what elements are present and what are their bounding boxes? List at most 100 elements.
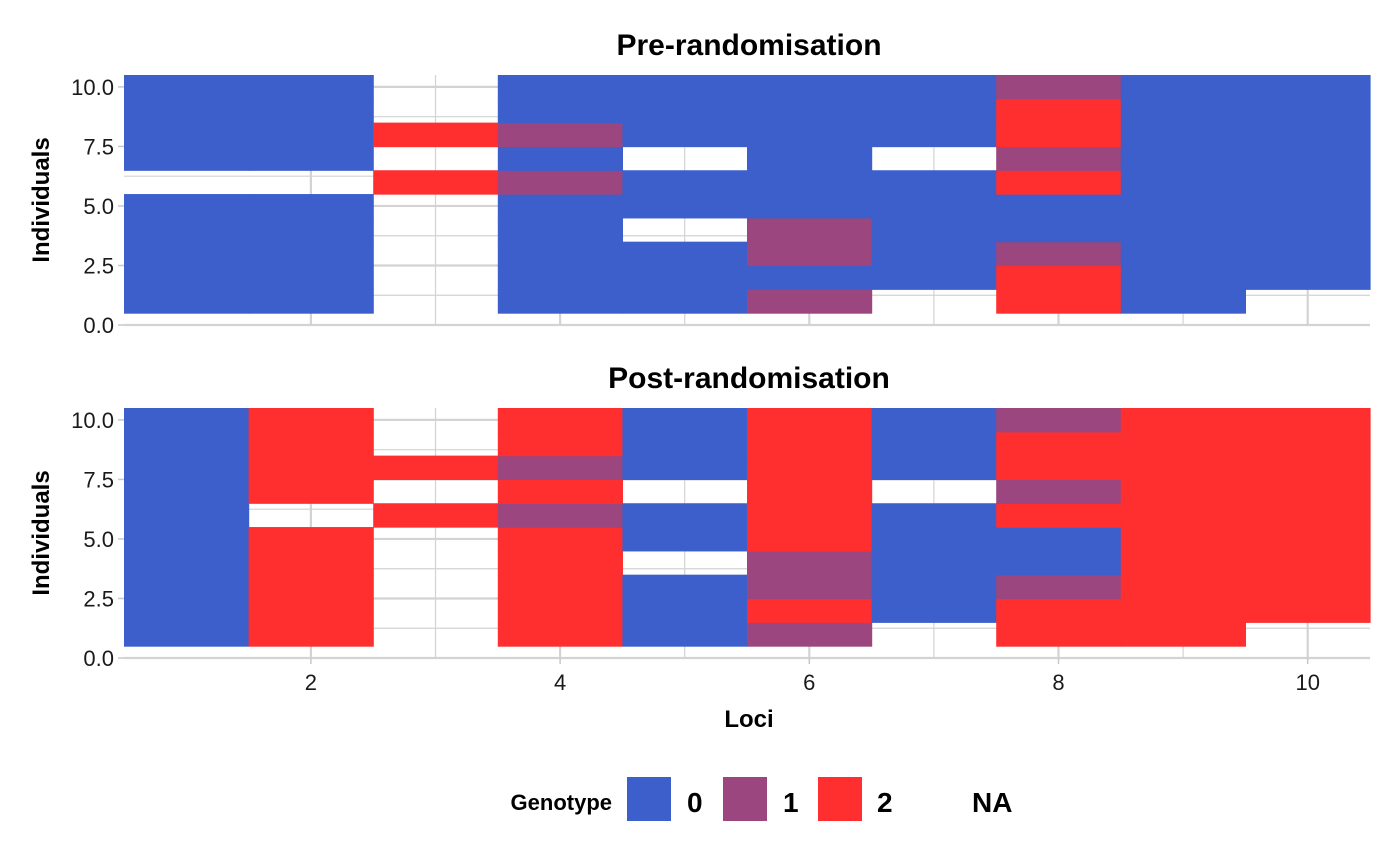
tile-locus-3-ind-8 xyxy=(373,455,499,481)
tile-locus-7-ind-4 xyxy=(871,217,997,243)
tile-locus-10-ind-6 xyxy=(1245,503,1371,528)
tile-locus-4-ind-3 xyxy=(497,574,623,600)
tiles xyxy=(124,75,1371,314)
tile-locus-8-ind-9 xyxy=(996,98,1122,124)
y-axis-title: Individuals xyxy=(28,470,55,595)
tile-locus-8-ind-7 xyxy=(996,479,1122,504)
x-tick-label: 4 xyxy=(554,670,566,695)
tile-locus-6-ind-3 xyxy=(747,574,873,600)
tile-locus-8-ind-4 xyxy=(996,550,1122,576)
tile-locus-10-ind-8 xyxy=(1245,455,1371,481)
tile-locus-4-ind-9 xyxy=(497,98,623,124)
tile-locus-2-ind-3 xyxy=(248,241,374,267)
tile-locus-10-ind-4 xyxy=(1245,550,1371,576)
tile-locus-5-ind-2 xyxy=(622,598,748,623)
tile-locus-1-ind-5 xyxy=(124,527,250,552)
tile-locus-7-ind-2 xyxy=(871,598,997,623)
y-tick-label: 7.5 xyxy=(83,467,114,492)
legend-swatch-1 xyxy=(723,777,767,821)
tile-locus-7-ind-8 xyxy=(871,455,997,481)
tile-locus-7-ind-3 xyxy=(871,574,997,600)
tile-locus-4-ind-9 xyxy=(497,431,623,457)
legend-title: Genotype xyxy=(511,790,612,815)
tile-locus-2-ind-9 xyxy=(248,98,374,124)
tile-locus-4-ind-8 xyxy=(497,455,623,481)
x-tick-label: 6 xyxy=(803,670,815,695)
tile-locus-2-ind-7 xyxy=(248,146,374,171)
y-tick-label: 2.5 xyxy=(83,586,114,611)
tile-locus-10-ind-5 xyxy=(1245,194,1371,219)
tile-locus-7-ind-5 xyxy=(871,194,997,219)
tile-locus-5-ind-3 xyxy=(622,241,748,267)
tile-locus-2-ind-10 xyxy=(248,408,374,433)
tile-locus-6-ind-9 xyxy=(747,98,873,124)
x-tick-label: 10 xyxy=(1295,670,1319,695)
tile-locus-1-ind-7 xyxy=(124,479,250,504)
tile-locus-1-ind-1 xyxy=(124,289,250,314)
tile-locus-1-ind-1 xyxy=(124,622,250,647)
tile-locus-7-ind-5 xyxy=(871,527,997,552)
tile-locus-3-ind-6 xyxy=(373,170,499,195)
tile-locus-4-ind-8 xyxy=(497,122,623,148)
tile-locus-8-ind-6 xyxy=(996,503,1122,528)
legend-label-0: 0 xyxy=(687,787,703,818)
tile-locus-2-ind-5 xyxy=(248,527,374,552)
tile-locus-9-ind-10 xyxy=(1120,408,1246,433)
tile-locus-7-ind-10 xyxy=(871,75,997,100)
tile-locus-10-ind-10 xyxy=(1245,408,1371,433)
tile-locus-6-ind-1 xyxy=(747,622,873,647)
tile-locus-10-ind-9 xyxy=(1245,98,1371,124)
tile-locus-1-ind-5 xyxy=(124,194,250,219)
tile-locus-2-ind-5 xyxy=(248,194,374,219)
tile-locus-9-ind-6 xyxy=(1120,503,1246,528)
tile-locus-4-ind-10 xyxy=(497,408,623,433)
tile-locus-4-ind-5 xyxy=(497,194,623,219)
tile-locus-6-ind-5 xyxy=(747,194,873,219)
tile-locus-1-ind-10 xyxy=(124,408,250,433)
tile-locus-6-ind-4 xyxy=(747,217,873,243)
tile-locus-4-ind-4 xyxy=(497,217,623,243)
tile-locus-8-ind-10 xyxy=(996,408,1122,433)
tile-locus-2-ind-4 xyxy=(248,550,374,576)
tile-locus-1-ind-8 xyxy=(124,455,250,481)
panels: Pre-randomisation 0.0 2.5 5.0 7.5 10.0 Individ… xyxy=(28,29,1371,695)
legend-swatch-2 xyxy=(818,777,862,821)
tile-locus-9-ind-8 xyxy=(1120,455,1246,481)
tile-locus-4-ind-2 xyxy=(497,265,623,290)
tile-locus-7-ind-6 xyxy=(871,503,997,528)
tile-locus-2-ind-1 xyxy=(248,622,374,647)
tile-locus-9-ind-7 xyxy=(1120,146,1246,171)
tile-locus-2-ind-4 xyxy=(248,217,374,243)
tile-locus-1-ind-3 xyxy=(124,241,250,267)
tile-locus-4-ind-6 xyxy=(497,170,623,195)
tile-locus-8-ind-8 xyxy=(996,122,1122,148)
tile-locus-10-ind-7 xyxy=(1245,479,1371,504)
tile-locus-8-ind-2 xyxy=(996,265,1122,290)
tile-locus-8-ind-1 xyxy=(996,622,1122,647)
tile-locus-7-ind-2 xyxy=(871,265,997,290)
tile-locus-4-ind-3 xyxy=(497,241,623,267)
tile-locus-2-ind-2 xyxy=(248,265,374,290)
tile-locus-6-ind-2 xyxy=(747,598,873,623)
tile-locus-9-ind-2 xyxy=(1120,598,1246,623)
tile-locus-10-ind-8 xyxy=(1245,122,1371,148)
tile-locus-5-ind-10 xyxy=(622,408,748,433)
tile-locus-9-ind-7 xyxy=(1120,479,1246,504)
tile-locus-5-ind-8 xyxy=(622,455,748,481)
tile-locus-5-ind-9 xyxy=(622,431,748,457)
tile-locus-1-ind-9 xyxy=(124,431,250,457)
tile-locus-4-ind-1 xyxy=(497,289,623,314)
tile-locus-9-ind-5 xyxy=(1120,527,1246,552)
tile-locus-10-ind-2 xyxy=(1245,598,1371,623)
tile-locus-5-ind-9 xyxy=(622,98,748,124)
tile-locus-7-ind-4 xyxy=(871,550,997,576)
tile-locus-10-ind-3 xyxy=(1245,574,1371,600)
tile-locus-9-ind-10 xyxy=(1120,75,1246,100)
tile-locus-6-ind-6 xyxy=(747,503,873,528)
tile-locus-5-ind-5 xyxy=(622,194,748,219)
tile-locus-7-ind-9 xyxy=(871,98,997,124)
tile-locus-6-ind-8 xyxy=(747,122,873,148)
tile-locus-2-ind-2 xyxy=(248,598,374,623)
tile-locus-2-ind-8 xyxy=(248,122,374,148)
